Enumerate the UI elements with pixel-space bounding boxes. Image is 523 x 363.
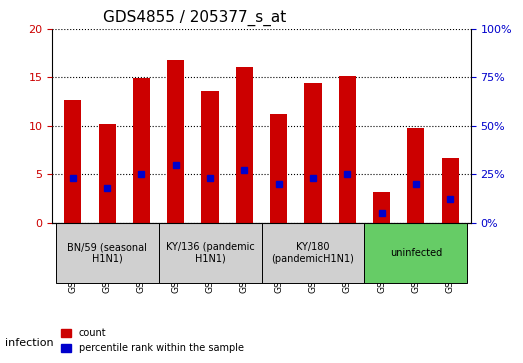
FancyBboxPatch shape <box>365 223 467 283</box>
Text: uninfected: uninfected <box>390 248 442 258</box>
Bar <box>99 124 116 223</box>
FancyBboxPatch shape <box>262 223 365 283</box>
Bar <box>407 128 424 223</box>
Text: BN/59 (seasonal
H1N1): BN/59 (seasonal H1N1) <box>67 242 147 264</box>
Bar <box>201 91 219 223</box>
Bar <box>304 83 322 223</box>
Bar <box>167 60 184 223</box>
Bar <box>339 76 356 223</box>
Bar <box>373 192 390 223</box>
Text: KY/180
(pandemicH1N1): KY/180 (pandemicH1N1) <box>271 242 355 264</box>
Text: infection: infection <box>5 338 54 348</box>
Bar <box>64 100 82 223</box>
FancyBboxPatch shape <box>158 223 262 283</box>
Legend: count, percentile rank within the sample: count, percentile rank within the sample <box>57 325 247 357</box>
FancyBboxPatch shape <box>56 223 158 283</box>
Bar <box>133 78 150 223</box>
Bar <box>270 114 287 223</box>
Text: GDS4855 / 205377_s_at: GDS4855 / 205377_s_at <box>103 10 286 26</box>
Bar <box>441 158 459 223</box>
Bar <box>236 67 253 223</box>
Text: KY/136 (pandemic
H1N1): KY/136 (pandemic H1N1) <box>166 242 254 264</box>
